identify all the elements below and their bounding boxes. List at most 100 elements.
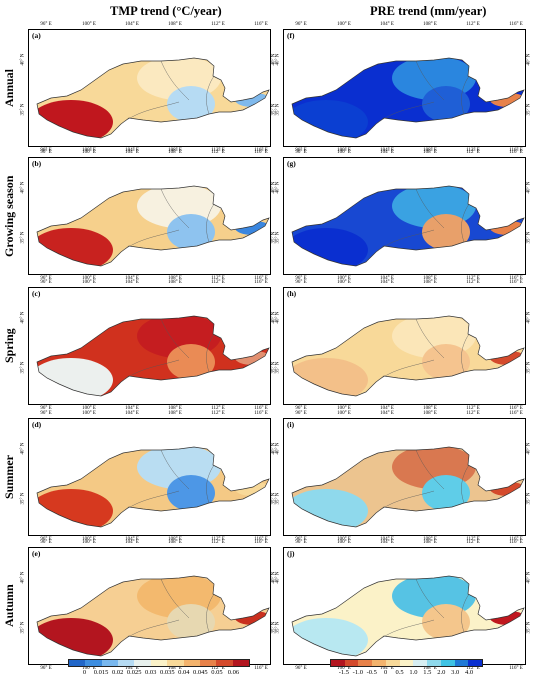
longitude-tick-label: 104° E — [125, 280, 139, 285]
panel-label: (i) — [287, 420, 295, 429]
longitude-tick-label: 108° E — [423, 537, 437, 542]
colorbar-swatch — [399, 660, 414, 666]
row-label-summer: Summer — [2, 455, 16, 499]
colorbar-swatch — [454, 660, 469, 666]
latitude-tick-label-left: 40° N — [20, 442, 26, 455]
map-fill-west — [37, 100, 113, 138]
longitude-tick-label: 96° E — [40, 537, 52, 542]
latitude-tick-label-left: 40° N — [275, 53, 281, 66]
colorbar-tick-label: 0.5 — [395, 669, 404, 676]
longitude-tick-label: 96° E — [40, 406, 52, 411]
longitude-tick-label: 112° E — [466, 406, 480, 411]
colorbar-swatch — [85, 660, 102, 666]
longitude-tick-label: 96° E — [295, 150, 307, 155]
map-fill-center — [167, 344, 215, 380]
latitude-tick-label-left: 40° N — [20, 571, 26, 584]
longitude-tick-label: 112° E — [466, 22, 480, 27]
map-fill-center — [422, 86, 470, 122]
longitude-tick-label: 100° E — [337, 540, 351, 545]
longitude-tick-label: 100° E — [337, 280, 351, 285]
sub-basin-lines — [375, 449, 470, 514]
longitude-tick-label: 108° E — [168, 22, 182, 27]
longitude-tick-label: 96° E — [40, 540, 52, 545]
basin-map — [36, 185, 270, 267]
colorbar-swatch — [232, 660, 249, 666]
longitude-tick-label: 100° E — [82, 150, 96, 155]
longitude-tick-label: 108° E — [423, 540, 437, 545]
longitude-tick-label: 116° E — [509, 276, 523, 281]
colorbar-tick-label: 0.035 — [159, 669, 175, 676]
basin-outline — [291, 575, 525, 657]
basin-outline — [36, 446, 270, 528]
longitude-tick-label: 96° E — [295, 666, 307, 671]
longitude-tick-label: 116° E — [509, 148, 523, 153]
colorbar-tick-label: -1.0 — [352, 669, 363, 676]
basin-map — [291, 185, 525, 267]
longitude-tick-label: 104° E — [380, 540, 394, 545]
longitude-tick-label: 100° E — [82, 22, 96, 27]
colorbar-tick-label: 0.045 — [193, 669, 208, 676]
panel-label: (h) — [287, 289, 297, 298]
longitude-tick-label: 96° E — [40, 280, 52, 285]
latitude-tick-label-left: 35° N — [20, 621, 26, 634]
map-fill-west — [37, 358, 113, 396]
latitude-tick-label-left: 40° N — [20, 53, 26, 66]
map-fill-center — [167, 475, 215, 511]
colorbar-tick-label: 0.04 — [178, 669, 190, 676]
longitude-tick-label: 104° E — [380, 148, 394, 153]
longitude-tick-label: 112° E — [211, 537, 225, 542]
map-panel-tmp-growing-season: (b) — [28, 157, 271, 275]
longitude-tick-label: 100° E — [337, 411, 351, 416]
colorbar-swatch — [216, 660, 233, 666]
colorbar-tick-label: 0.02 — [111, 669, 124, 676]
map-panel-pre-autumn: (j) — [283, 547, 526, 665]
longitude-tick-label: 116° E — [509, 22, 523, 27]
colorbar-tick-label: 1.5 — [423, 669, 432, 676]
longitude-tick-label: 116° E — [509, 540, 523, 545]
map-panel-pre-growing-season: (g) — [283, 157, 526, 275]
longitude-tick-label: 108° E — [168, 540, 182, 545]
latitude-tick-label-left: 40° N — [275, 571, 281, 584]
map-fill-west — [292, 228, 368, 266]
panel-label: (c) — [32, 289, 41, 298]
longitude-tick-label: 104° E — [380, 537, 394, 542]
colorbar-swatch — [440, 660, 455, 666]
longitude-tick-label: 96° E — [40, 150, 52, 155]
basin-map — [291, 315, 525, 397]
longitude-tick-label: 112° E — [466, 411, 480, 416]
panel-label: (d) — [32, 420, 42, 429]
longitude-tick-label: 100° E — [337, 148, 351, 153]
longitude-tick-label: 96° E — [40, 666, 52, 671]
longitude-tick-label: 116° E — [254, 22, 268, 27]
longitude-tick-label: 112° E — [211, 150, 225, 155]
longitude-tick-label: 100° E — [337, 666, 351, 671]
latitude-tick-label-left: 35° N — [20, 103, 26, 116]
longitude-tick-label: 112° E — [466, 148, 480, 153]
panel-label: (a) — [32, 31, 41, 40]
longitude-tick-label: 116° E — [509, 411, 523, 416]
longitude-tick-label: 100° E — [82, 406, 96, 411]
longitude-tick-label: 104° E — [125, 537, 139, 542]
map-fill-center — [422, 475, 470, 511]
longitude-tick-label: 96° E — [295, 411, 307, 416]
longitude-tick-label: 116° E — [509, 280, 523, 285]
colorbar-tick-label: 2.0 — [437, 669, 446, 676]
colorbar-swatch — [183, 660, 200, 666]
longitude-tick-label: 104° E — [125, 22, 139, 27]
tmp-column-title: TMP trend (°C/year) — [110, 4, 222, 18]
map-panel-tmp-annual: (a) — [28, 29, 271, 147]
basin-map — [36, 575, 270, 657]
row-label-annual: Annual — [2, 68, 16, 108]
longitude-tick-label: 100° E — [82, 540, 96, 545]
basin-outline — [36, 315, 270, 397]
longitude-tick-label: 116° E — [509, 537, 523, 542]
map-fill-center — [422, 344, 470, 380]
latitude-tick-label-left: 40° N — [275, 311, 281, 324]
map-fill-west — [292, 618, 368, 656]
longitude-tick-label: 104° E — [125, 150, 139, 155]
longitude-tick-label: 116° E — [254, 537, 268, 542]
colorbar-swatch — [150, 660, 168, 666]
longitude-tick-label: 116° E — [509, 406, 523, 411]
longitude-tick-label: 104° E — [380, 22, 394, 27]
latitude-tick-label-left: 35° N — [20, 492, 26, 505]
